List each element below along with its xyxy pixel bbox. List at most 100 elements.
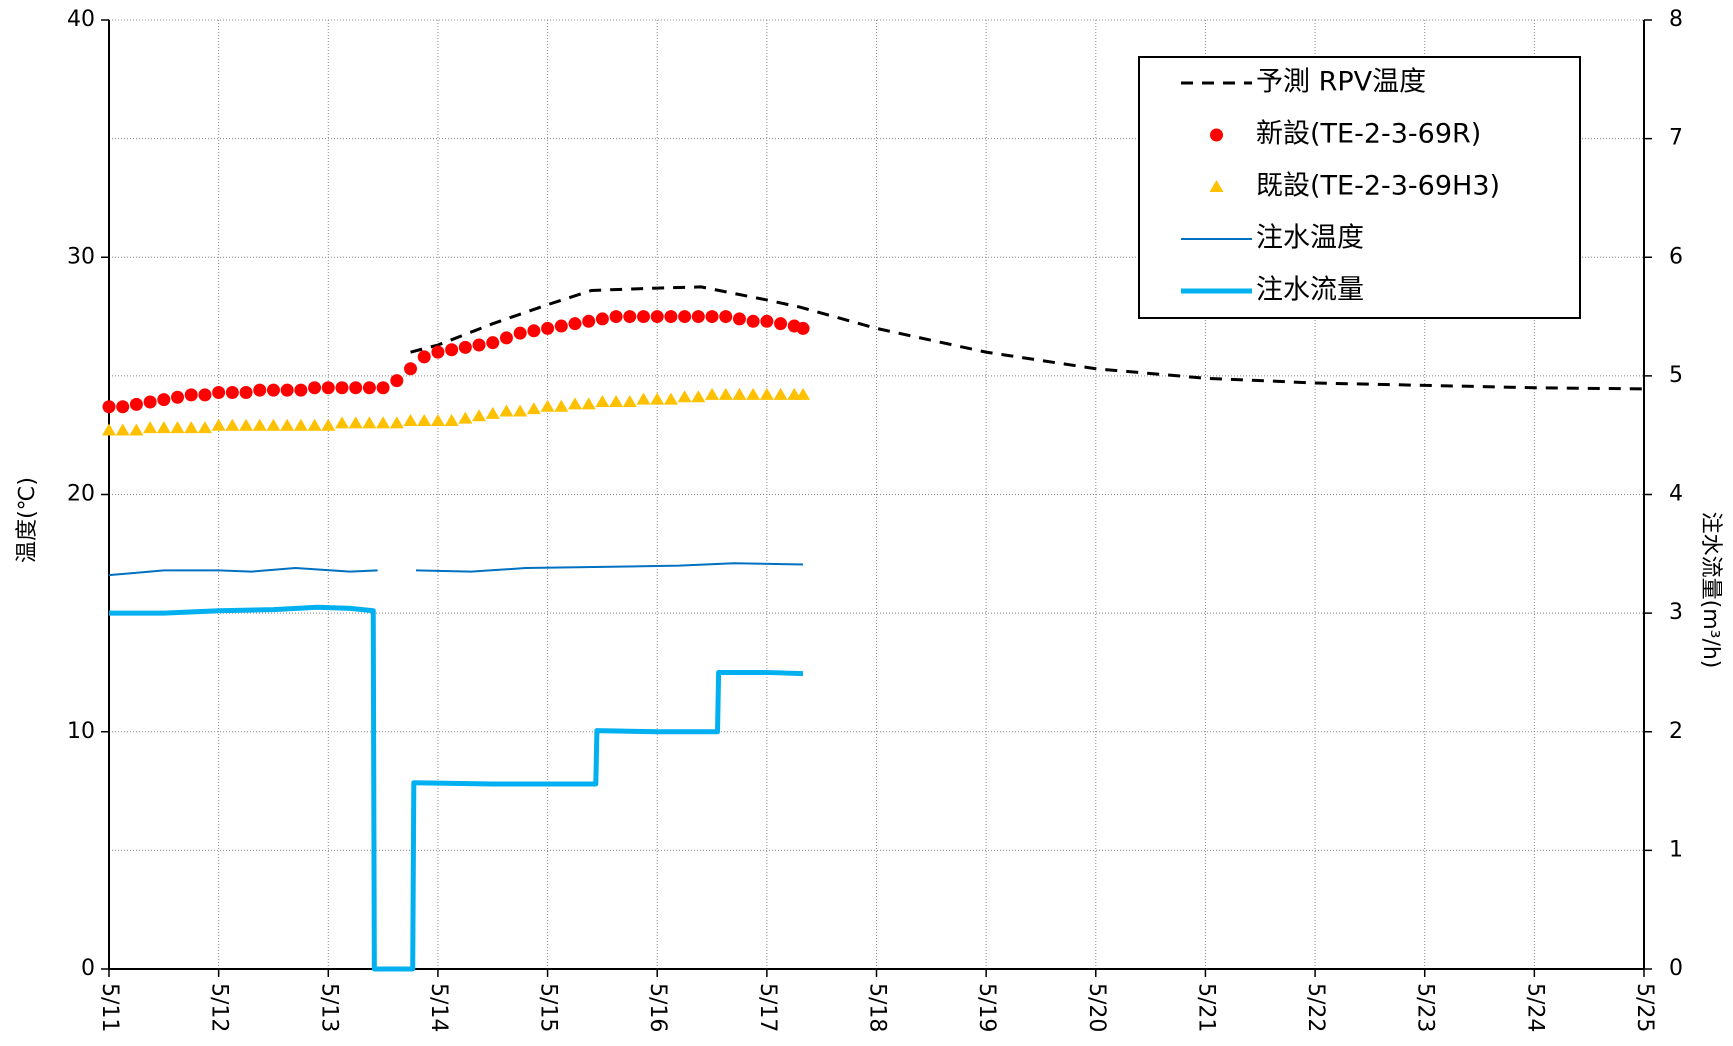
data-point bbox=[266, 418, 281, 431]
x-tick-label: 5/24 bbox=[1522, 983, 1547, 1032]
x-tick-label: 5/13 bbox=[316, 983, 341, 1032]
data-point bbox=[376, 381, 390, 395]
data-point bbox=[156, 421, 171, 434]
legend-label: 既設(TE-2-3-69H3) bbox=[1256, 171, 1500, 202]
data-point bbox=[485, 406, 500, 419]
data-point bbox=[513, 326, 527, 340]
data-point bbox=[431, 345, 445, 359]
x-tick-label: 5/16 bbox=[645, 983, 670, 1032]
data-point bbox=[732, 312, 746, 326]
data-point bbox=[650, 392, 665, 405]
data-point bbox=[157, 393, 171, 407]
data-point bbox=[527, 324, 541, 338]
data-point bbox=[581, 397, 596, 410]
data-point bbox=[691, 390, 706, 403]
x-tick-label: 5/14 bbox=[426, 983, 451, 1032]
data-point bbox=[239, 385, 253, 399]
data-point bbox=[129, 423, 144, 436]
y-tick-label: 40 bbox=[67, 7, 95, 32]
data-point bbox=[403, 413, 418, 426]
data-point bbox=[102, 400, 116, 414]
data-point bbox=[705, 387, 720, 400]
y2-tick-label: 0 bbox=[1669, 956, 1683, 981]
data-point bbox=[389, 416, 404, 429]
y2-tick-label: 3 bbox=[1669, 600, 1683, 625]
data-point bbox=[773, 387, 788, 400]
x-tick-label: 5/18 bbox=[865, 983, 890, 1032]
data-point bbox=[677, 390, 692, 403]
data-point bbox=[637, 310, 651, 324]
data-point bbox=[184, 421, 199, 434]
legend-label: 注水温度 bbox=[1256, 223, 1364, 254]
y-axis-label: 温度(℃) bbox=[15, 477, 40, 563]
data-point bbox=[540, 399, 555, 412]
y2-tick-label: 5 bbox=[1669, 363, 1683, 388]
data-point bbox=[609, 394, 624, 407]
data-point bbox=[796, 321, 810, 335]
data-point bbox=[554, 319, 568, 333]
data-point bbox=[719, 310, 733, 324]
data-point bbox=[623, 310, 637, 324]
data-point bbox=[348, 416, 363, 429]
data-point bbox=[143, 395, 157, 409]
data-point bbox=[486, 336, 500, 350]
data-point bbox=[678, 310, 692, 324]
data-point bbox=[321, 381, 335, 395]
data-point bbox=[390, 374, 404, 388]
data-point bbox=[541, 321, 555, 335]
data-point bbox=[293, 418, 308, 431]
y-tick-label: 30 bbox=[67, 244, 95, 269]
y2-axis-label: 注水流量(m³/h) bbox=[1698, 512, 1723, 669]
y2-tick-label: 1 bbox=[1669, 837, 1683, 862]
x-tick-label: 5/11 bbox=[97, 983, 122, 1032]
data-point bbox=[472, 338, 486, 352]
data-point bbox=[321, 418, 336, 431]
data-point bbox=[430, 413, 445, 426]
data-point bbox=[796, 387, 811, 400]
y2-tick-label: 2 bbox=[1669, 719, 1683, 744]
data-point bbox=[746, 387, 761, 400]
data-point bbox=[198, 388, 212, 402]
data-point bbox=[116, 400, 130, 414]
data-point bbox=[760, 314, 774, 328]
data-point bbox=[280, 383, 294, 397]
data-point bbox=[458, 411, 473, 424]
data-point bbox=[732, 387, 747, 400]
data-point bbox=[376, 416, 391, 429]
data-point bbox=[252, 418, 267, 431]
y2-tick-label: 8 bbox=[1669, 7, 1683, 32]
data-point bbox=[609, 310, 623, 324]
data-point bbox=[774, 317, 788, 331]
data-point bbox=[102, 423, 116, 436]
data-point bbox=[225, 418, 240, 431]
data-point bbox=[294, 383, 308, 397]
data-point bbox=[663, 392, 678, 405]
legend-label: 注水流量 bbox=[1256, 275, 1364, 306]
data-point bbox=[307, 418, 322, 431]
data-point bbox=[170, 421, 185, 434]
data-point bbox=[444, 413, 459, 426]
x-tick-label: 5/12 bbox=[207, 983, 232, 1032]
x-tick-label: 5/20 bbox=[1084, 983, 1109, 1032]
data-point bbox=[417, 413, 432, 426]
data-point bbox=[787, 387, 802, 400]
legend-label: 新設(TE-2-3-69R) bbox=[1256, 119, 1481, 150]
series-line bbox=[109, 604, 804, 972]
data-point bbox=[718, 387, 733, 400]
data-point bbox=[499, 331, 513, 345]
data-point bbox=[567, 397, 582, 410]
data-point bbox=[362, 416, 377, 429]
data-point bbox=[349, 381, 363, 395]
data-point bbox=[759, 387, 774, 400]
data-point bbox=[636, 392, 651, 405]
data-point bbox=[362, 381, 376, 395]
data-point bbox=[582, 314, 596, 328]
data-point bbox=[171, 390, 185, 404]
data-point bbox=[458, 340, 472, 354]
data-point bbox=[184, 388, 198, 402]
data-point bbox=[335, 381, 349, 395]
data-point bbox=[143, 421, 158, 434]
data-point bbox=[129, 397, 143, 411]
